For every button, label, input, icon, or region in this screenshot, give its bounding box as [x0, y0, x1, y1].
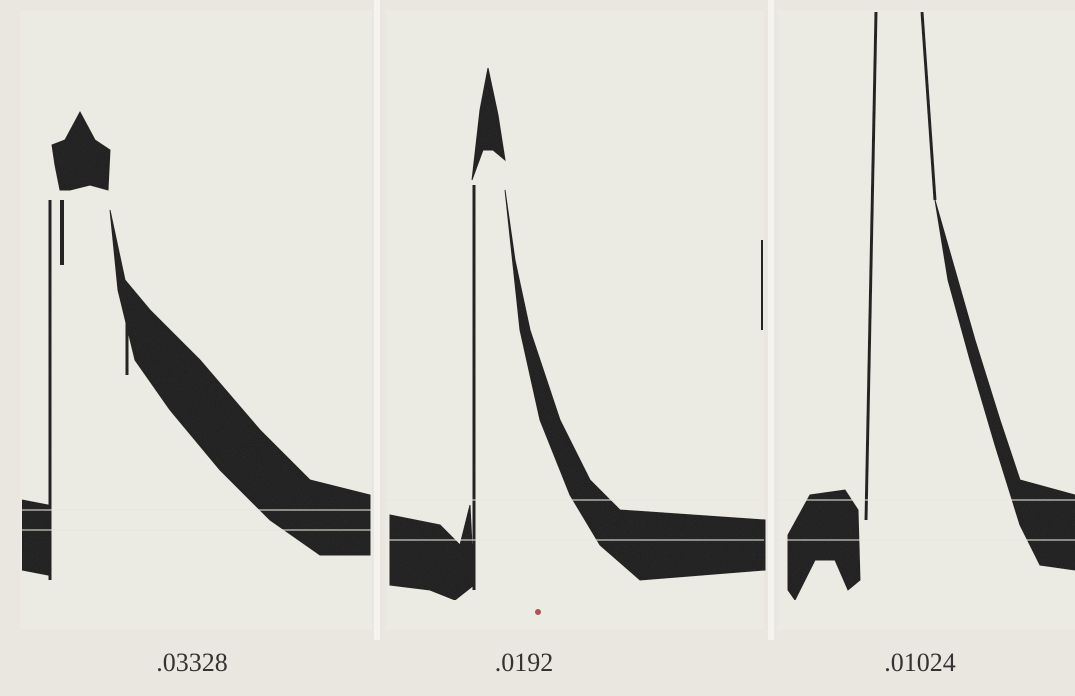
oscillograph-traces	[0, 0, 1075, 640]
trace-label: .03328	[156, 648, 228, 678]
figure: .03328 .0192 .01024	[0, 0, 1075, 696]
trace-label: .01024	[884, 648, 956, 678]
speck	[535, 609, 541, 615]
trace	[22, 500, 48, 575]
trace-label: .0192	[495, 648, 554, 678]
